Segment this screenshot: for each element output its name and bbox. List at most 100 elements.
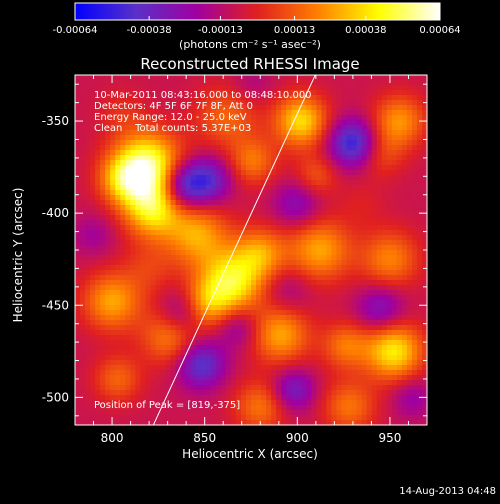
heatmap-cell — [140, 195, 146, 201]
heatmap-cell — [301, 230, 307, 236]
heatmap-cell — [342, 285, 348, 291]
heatmap-cell — [105, 310, 111, 316]
heatmap-cell — [387, 210, 393, 216]
heatmap-cell — [236, 140, 242, 146]
heatmap-cell — [130, 255, 136, 261]
heatmap-cell — [347, 330, 353, 336]
heatmap-cell — [236, 185, 242, 191]
heatmap-cell — [181, 210, 187, 216]
heatmap-cell — [352, 160, 358, 166]
heatmap-cell — [171, 355, 177, 361]
heatmap-cell — [301, 145, 307, 151]
heatmap-cell — [120, 320, 126, 326]
heatmap-cell — [306, 370, 312, 376]
heatmap-cell — [160, 325, 166, 331]
heatmap-cell — [336, 310, 342, 316]
heatmap-cell — [417, 175, 423, 181]
heatmap-cell — [316, 205, 322, 211]
heatmap-cell — [130, 230, 136, 236]
heatmap-cell — [362, 80, 368, 86]
heatmap-cell — [377, 340, 383, 346]
heatmap-cell — [231, 270, 237, 276]
heatmap-cell — [140, 320, 146, 326]
heatmap-cell — [372, 310, 378, 316]
heatmap-cell — [256, 180, 262, 186]
heatmap-cell — [347, 205, 353, 211]
heatmap-cell — [276, 175, 282, 181]
heatmap-cell — [90, 315, 96, 321]
heatmap-cell — [397, 330, 403, 336]
heatmap-cell — [150, 230, 156, 236]
heatmap-cell — [402, 225, 408, 231]
heatmap-cell — [201, 140, 207, 146]
heatmap-cell — [331, 95, 337, 101]
heatmap-cell — [216, 160, 222, 166]
heatmap-cell — [407, 100, 413, 106]
heatmap-cell — [321, 250, 327, 256]
heatmap-cell — [301, 375, 307, 381]
heatmap-cell — [271, 395, 277, 401]
heatmap-cell — [261, 280, 267, 286]
heatmap-cell — [342, 415, 348, 421]
heatmap-cell — [321, 90, 327, 96]
heatmap-cell — [326, 105, 332, 111]
heatmap-cell — [377, 235, 383, 241]
heatmap-cell — [357, 310, 363, 316]
heatmap-cell — [377, 265, 383, 271]
heatmap-cell — [412, 310, 418, 316]
heatmap-cell — [352, 270, 358, 276]
heatmap-cell — [130, 235, 136, 241]
heatmap-cell — [251, 345, 257, 351]
heatmap-cell — [221, 375, 227, 381]
heatmap-cell — [296, 320, 302, 326]
heatmap-cell — [342, 180, 348, 186]
heatmap-cell — [221, 320, 227, 326]
heatmap-cell — [216, 265, 222, 271]
heatmap-cell — [412, 405, 418, 411]
heatmap-cell — [125, 235, 131, 241]
heatmap-cell — [211, 325, 217, 331]
heatmap-cell — [90, 330, 96, 336]
heatmap-cell — [347, 275, 353, 281]
heatmap-cell — [407, 120, 413, 126]
heatmap-cell — [130, 300, 136, 306]
heatmap-cell — [372, 350, 378, 356]
heatmap-cell — [251, 165, 257, 171]
heatmap-cell — [221, 210, 227, 216]
heatmap-cell — [342, 215, 348, 221]
heatmap-cell — [352, 235, 358, 241]
heatmap-cell — [281, 410, 287, 416]
heatmap-cell — [261, 160, 267, 166]
heatmap-cell — [211, 135, 217, 141]
heatmap-cell — [301, 150, 307, 156]
heatmap-cell — [155, 160, 161, 166]
heatmap-cell — [155, 345, 161, 351]
heatmap-cell — [347, 90, 353, 96]
heatmap-cell — [362, 190, 368, 196]
heatmap-cell — [311, 215, 317, 221]
heatmap-cell — [140, 380, 146, 386]
heatmap-cell — [150, 415, 156, 421]
heatmap-cell — [331, 320, 337, 326]
heatmap-cell — [110, 175, 116, 181]
heatmap-cell — [100, 300, 106, 306]
heatmap-cell — [75, 330, 81, 336]
heatmap-cell — [326, 120, 332, 126]
heatmap-cell — [402, 105, 408, 111]
heatmap-cell — [251, 215, 257, 221]
heatmap-cell — [276, 395, 282, 401]
heatmap-cell — [407, 390, 413, 396]
heatmap-cell — [261, 150, 267, 156]
heatmap-cell — [206, 270, 212, 276]
heatmap-cell — [372, 400, 378, 406]
heatmap-cell — [276, 405, 282, 411]
heatmap-cell — [95, 245, 101, 251]
heatmap-cell — [362, 75, 368, 81]
heatmap-cell — [296, 190, 302, 196]
heatmap-cell — [191, 375, 197, 381]
heatmap-cell — [206, 180, 212, 186]
heatmap-cell — [342, 230, 348, 236]
heatmap-cell — [176, 175, 182, 181]
heatmap-cell — [171, 415, 177, 421]
heatmap-cell — [306, 225, 312, 231]
